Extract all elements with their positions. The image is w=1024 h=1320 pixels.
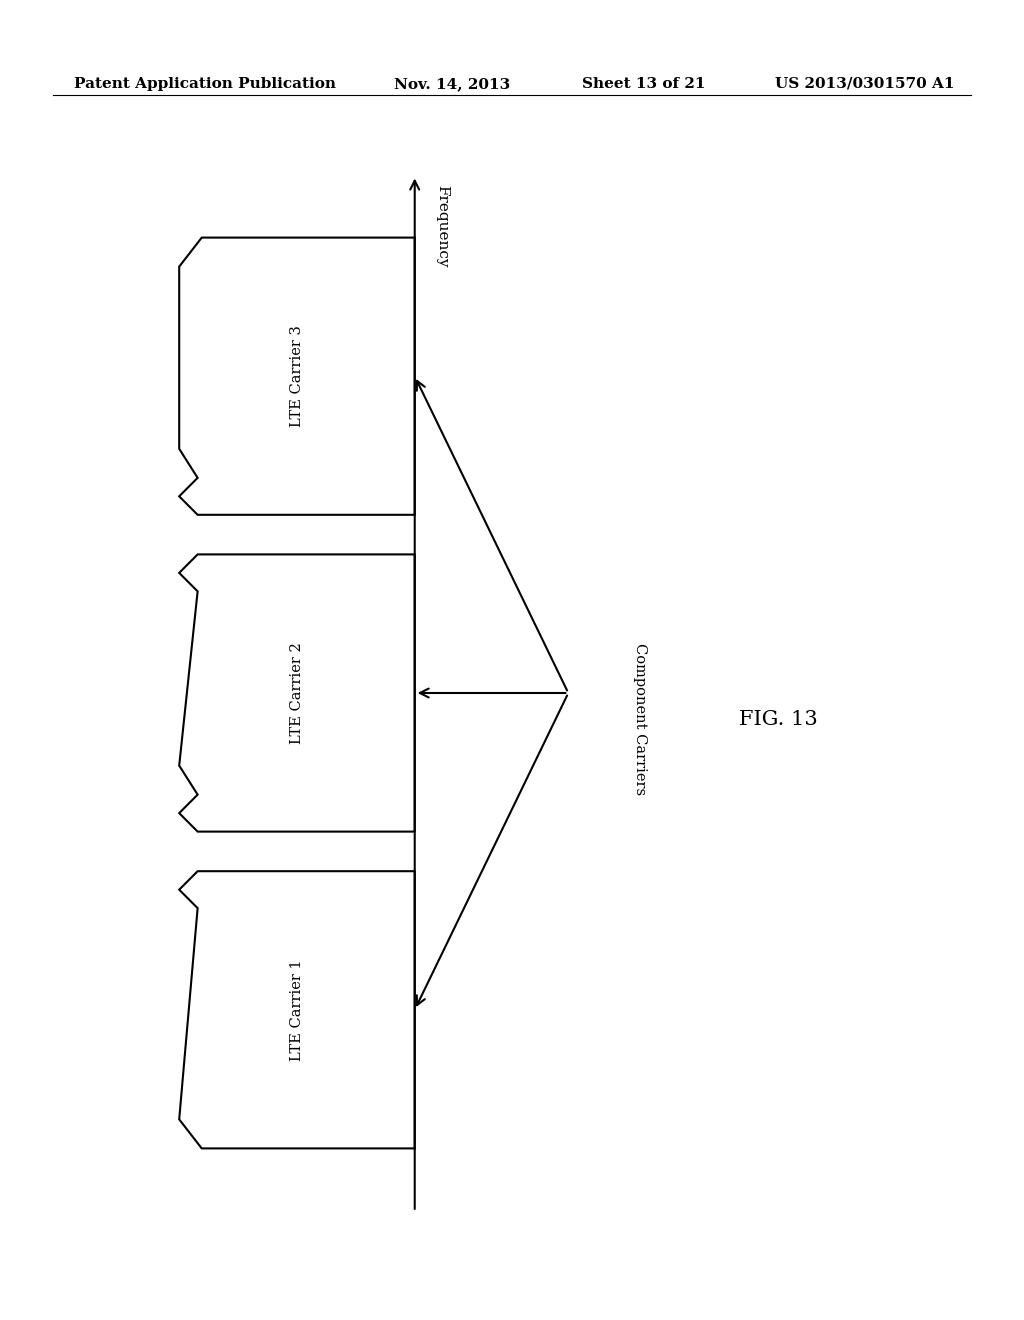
Text: FIG. 13: FIG. 13 [739, 710, 817, 729]
Text: LTE Carrier 1: LTE Carrier 1 [290, 960, 304, 1060]
Text: LTE Carrier 3: LTE Carrier 3 [290, 325, 304, 428]
Text: Frequency: Frequency [435, 185, 450, 267]
Text: US 2013/0301570 A1: US 2013/0301570 A1 [775, 77, 954, 91]
Text: Component Carriers: Component Carriers [633, 643, 647, 796]
Text: Nov. 14, 2013: Nov. 14, 2013 [394, 77, 511, 91]
Text: LTE Carrier 2: LTE Carrier 2 [290, 642, 304, 744]
Text: Patent Application Publication: Patent Application Publication [74, 77, 336, 91]
Text: Sheet 13 of 21: Sheet 13 of 21 [582, 77, 706, 91]
